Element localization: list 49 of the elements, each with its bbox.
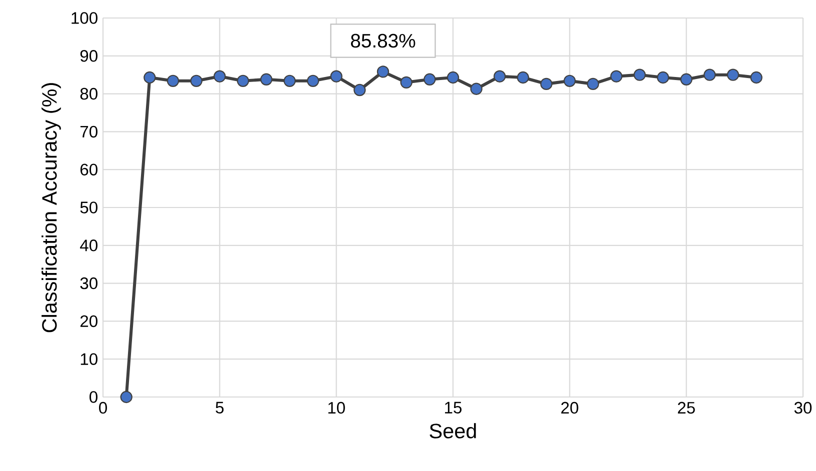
y-tick-label: 30: [80, 277, 98, 290]
y-axis-title: Classification Accuracy (%): [42, 83, 61, 332]
x-tick-label: 25: [678, 402, 695, 414]
point: [446, 71, 460, 84]
point: [214, 70, 226, 82]
point: [586, 78, 600, 90]
y-tick-label: 40: [80, 240, 98, 252]
x-tick-label: 0: [99, 402, 107, 414]
x-axis-title: Seed: [430, 423, 476, 438]
point: [354, 84, 366, 96]
point: [330, 70, 342, 82]
point: [680, 73, 692, 86]
y-tick-label: 10: [80, 353, 98, 365]
point: [470, 82, 482, 95]
point: [376, 66, 390, 78]
point: [236, 74, 250, 87]
y-tick-label: 50: [80, 202, 98, 214]
x-tick-label: 10: [328, 402, 345, 414]
y-tick-label: 80: [80, 88, 98, 100]
y-tick-label: 60: [80, 164, 98, 176]
point: [400, 76, 412, 89]
point: [516, 71, 530, 84]
x-tick-label: 30: [794, 402, 812, 414]
point: [306, 74, 320, 87]
x-tick-label: 15: [445, 402, 462, 414]
y-tick-label: 0: [90, 391, 98, 403]
point: [494, 70, 506, 82]
point: [564, 74, 576, 87]
point: [634, 68, 646, 81]
point: [610, 70, 622, 82]
point: [750, 71, 762, 84]
point: [284, 74, 296, 87]
y-tick-label: 90: [80, 50, 98, 62]
y-tick-label: 20: [80, 315, 98, 328]
y-tick-label: 70: [80, 126, 98, 138]
annotation: 85.83%: [351, 34, 416, 48]
point: [656, 71, 670, 84]
x-tick-label: 5: [216, 402, 224, 414]
point: [166, 74, 180, 87]
point: [260, 73, 272, 86]
point: [540, 78, 552, 90]
point: [190, 74, 202, 87]
x-tick-label: 20: [561, 402, 578, 414]
point: [726, 68, 740, 81]
point: [424, 73, 436, 86]
point: [144, 71, 156, 84]
point: [704, 68, 716, 81]
point: [120, 390, 132, 404]
y-tick-label: 100: [72, 12, 98, 24]
